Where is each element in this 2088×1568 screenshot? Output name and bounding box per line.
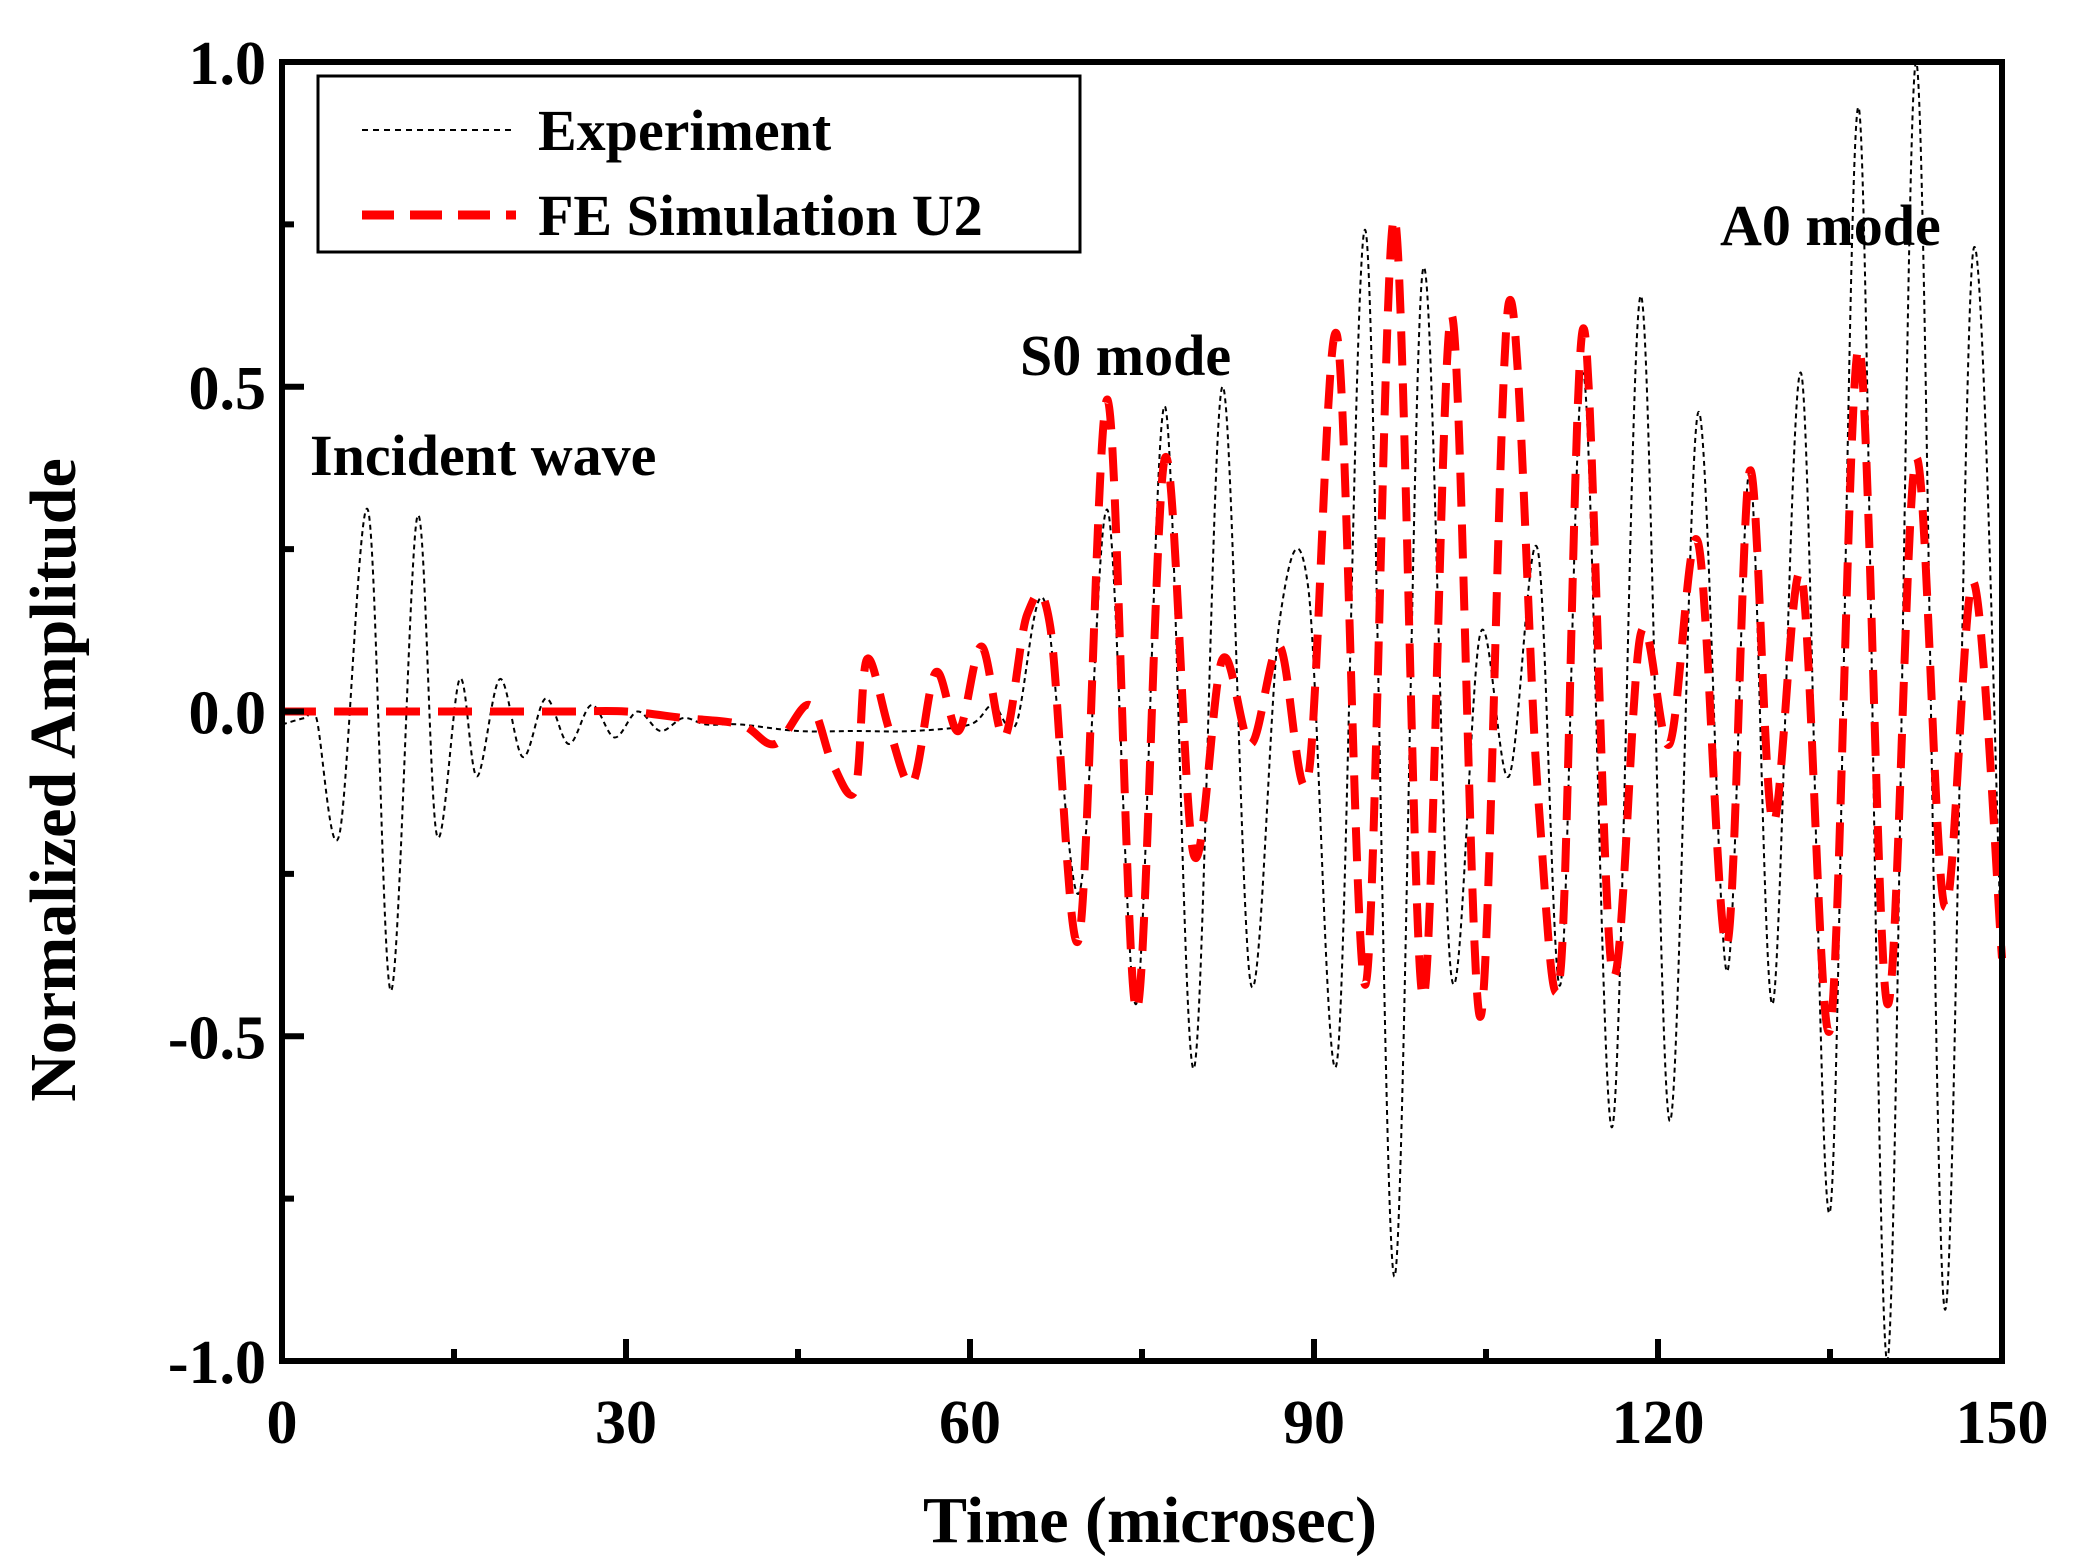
y-tick-label: 0.5 bbox=[189, 355, 267, 423]
y-tick-label: -0.5 bbox=[168, 1004, 266, 1072]
x-tick-label: 30 bbox=[595, 1389, 657, 1457]
legend-label-experiment: Experiment bbox=[538, 98, 832, 163]
legend-label-fe-simulation: FE Simulation U2 bbox=[538, 183, 983, 248]
x-tick-label: 120 bbox=[1612, 1389, 1705, 1457]
annotation-s0-mode: S0 mode bbox=[1020, 323, 1231, 388]
x-tick-label: 0 bbox=[267, 1389, 298, 1457]
series-line-fe-simulation-u2 bbox=[282, 213, 2006, 1037]
y-tick-label: 0.0 bbox=[189, 680, 267, 748]
y-axis-label: Normalized Amplitude bbox=[17, 458, 90, 1101]
x-tick-label: 60 bbox=[939, 1389, 1001, 1457]
annotation-a0-mode: A0 mode bbox=[1720, 193, 1941, 258]
y-tick-label: -1.0 bbox=[168, 1329, 266, 1397]
x-tick-label: 90 bbox=[1283, 1389, 1345, 1457]
series-layer bbox=[281, 60, 2006, 1363]
legend: Experiment FE Simulation U2 bbox=[316, 74, 1082, 254]
annotation-incident-wave: Incident wave bbox=[310, 423, 656, 488]
x-tick-label: 150 bbox=[1956, 1389, 2049, 1457]
series-line-experiment bbox=[281, 60, 2003, 1363]
y-tick-label: 1.0 bbox=[189, 30, 267, 98]
legend-box bbox=[316, 74, 1082, 254]
ticks-layer: 0 30 60 90 120 150 -1.0 -0.5 0.0 0.5 1.0 bbox=[168, 30, 2049, 1457]
x-axis-label: Time (microsec) bbox=[923, 1484, 1377, 1557]
